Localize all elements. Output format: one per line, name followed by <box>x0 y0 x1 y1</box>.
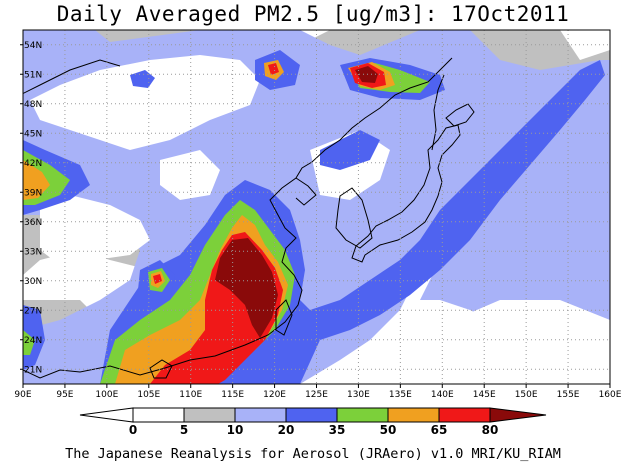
lat-tick-label: 21N <box>24 365 42 375</box>
colorbar-box-65_80 <box>438 407 491 423</box>
colorbar-label: 5 <box>180 423 188 437</box>
contour-50-65-west <box>23 160 50 200</box>
colorbar-box-10_20 <box>234 407 287 423</box>
contour-35-50-sw <box>23 330 35 355</box>
colorbar-label: 10 <box>227 423 244 437</box>
credit-text: The Japanese Reanalysis for Aerosol (JRA… <box>65 446 561 462</box>
lon-tick-label: 90E <box>14 390 31 400</box>
lat-tick-label: 39N <box>24 188 42 198</box>
lon-tick-label: 105E <box>137 390 160 400</box>
lat-tick-label: 33N <box>24 247 42 257</box>
lon-tick-label: 155E <box>557 390 580 400</box>
colorbar-label: 0 <box>129 423 137 437</box>
lon-tick-label: 150E <box>515 390 538 400</box>
contour-80-ne <box>355 66 378 83</box>
lon-tick-label: 95E <box>56 390 73 400</box>
lat-tick-label: 36N <box>24 218 42 228</box>
contour-65-80-spot <box>268 63 279 75</box>
contour-white-mongolia <box>30 55 260 150</box>
lon-tick-label: 140E <box>431 390 454 400</box>
map-title: Daily Averaged PM2.5 [ug/m3]: 17Oct2011 <box>56 2 570 26</box>
concentration-field <box>23 30 610 384</box>
colorbar-label: 50 <box>380 423 397 437</box>
colorbar-arrow-low <box>79 407 134 423</box>
lon-tick-label: 160E <box>599 390 622 400</box>
colorbar-arrow-high <box>489 407 547 423</box>
lat-tick-label: 45N <box>24 129 42 139</box>
lon-tick-label: 145E <box>473 390 496 400</box>
gridlines <box>23 30 610 384</box>
lat-axis: 21N 24N 27N 30N 33N 36N 39N 42N 45N 48N 51N 54N <box>20 41 42 375</box>
contour-white-tibet <box>40 195 150 265</box>
contour-80-main <box>215 238 278 338</box>
colorbar-label: 65 <box>431 423 448 437</box>
lat-tick-label: 24N <box>24 336 42 346</box>
colorbar-box-50_65 <box>387 407 440 423</box>
lon-tick-label: 125E <box>305 390 328 400</box>
colorbar-box-0_5 <box>132 407 185 423</box>
colorbar-box-5_10 <box>183 407 236 423</box>
colorbar-label: 80 <box>482 423 499 437</box>
lat-tick-label: 27N <box>24 306 42 316</box>
lon-tick-label: 130E <box>347 390 370 400</box>
colorbar-box-35_50 <box>336 407 389 423</box>
contour-65-80-island <box>153 274 162 284</box>
lon-axis: 90E 95E 100E 105E 110E 115E 120E 125E 130E 135E 14… <box>14 384 622 400</box>
contour-white-ne <box>560 30 610 60</box>
colorbar-label: 20 <box>278 423 295 437</box>
lat-tick-label: 48N <box>24 100 42 110</box>
contour-10-20-east <box>420 95 610 350</box>
lon-tick-label: 110E <box>179 390 202 400</box>
lat-tick-label: 42N <box>24 159 42 169</box>
lat-tick-label: 54N <box>24 41 42 51</box>
lat-tick-label: 51N <box>24 70 42 80</box>
colorbar-label: 35 <box>329 423 346 437</box>
contour-20-35-korea <box>320 130 380 170</box>
lon-tick-label: 100E <box>95 390 118 400</box>
colorbar: 0 5 10 20 35 50 65 80 <box>79 407 547 437</box>
lon-tick-label: 115E <box>221 390 244 400</box>
lon-tick-label: 135E <box>389 390 412 400</box>
lat-tick-label: 30N <box>24 277 42 287</box>
colorbar-box-20_35 <box>285 407 338 423</box>
lon-tick-label: 120E <box>263 390 286 400</box>
